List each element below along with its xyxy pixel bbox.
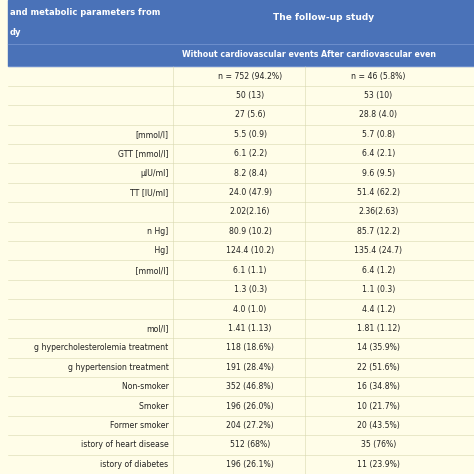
Text: TT [IU/ml]: TT [IU/ml] (130, 188, 168, 197)
Text: Non-smoker: Non-smoker (111, 382, 168, 391)
Text: 1.81 (1.12): 1.81 (1.12) (357, 324, 400, 333)
Text: dy: dy (10, 28, 21, 37)
Text: 80.9 (10.2): 80.9 (10.2) (228, 227, 272, 236)
Bar (8, 357, 474, 377)
Text: Smoker: Smoker (129, 401, 168, 410)
Text: 512 (68%): 512 (68%) (230, 440, 270, 449)
Bar (8, 299, 474, 319)
Text: 204 (27.2%): 204 (27.2%) (226, 421, 274, 430)
Text: 5.5 (0.9): 5.5 (0.9) (234, 130, 266, 139)
Bar (8, 241, 474, 261)
Text: n = 752 (94.2%): n = 752 (94.2%) (218, 72, 282, 81)
Text: 196 (26.0%): 196 (26.0%) (226, 401, 274, 410)
Text: [mmol/l]: [mmol/l] (136, 130, 168, 139)
Text: 22 (51.6%): 22 (51.6%) (357, 363, 400, 372)
Text: 35 (76%): 35 (76%) (361, 440, 396, 449)
Text: 53 (10): 53 (10) (365, 91, 392, 100)
Text: 85.7 (12.2): 85.7 (12.2) (357, 227, 400, 236)
Text: [mmol/l]: [mmol/l] (133, 266, 168, 274)
Text: n Hg]: n Hg] (147, 227, 168, 236)
Bar (8, 338, 474, 357)
Text: 27 (5.6): 27 (5.6) (235, 110, 265, 119)
Text: 50 (13): 50 (13) (236, 91, 264, 100)
Text: 1.1 (0.3): 1.1 (0.3) (362, 285, 395, 294)
Text: 24.0 (47.9): 24.0 (47.9) (228, 188, 272, 197)
Bar (8, 44, 474, 66)
Text: g hypertension treatment: g hypertension treatment (68, 363, 168, 372)
Text: 124.4 (10.2): 124.4 (10.2) (226, 246, 274, 255)
Text: The follow-up study: The follow-up study (273, 13, 374, 22)
Bar (8, 396, 474, 416)
Text: 9.6 (9.5): 9.6 (9.5) (362, 169, 395, 178)
Text: 6.4 (1.2): 6.4 (1.2) (362, 266, 395, 274)
Text: and metabolic parameters from: and metabolic parameters from (10, 8, 160, 17)
Bar (8, 183, 474, 202)
Text: 1.41 (1.13): 1.41 (1.13) (228, 324, 272, 333)
Bar (8, 319, 474, 338)
Text: g hypercholesterolemia treatment: g hypercholesterolemia treatment (34, 343, 168, 352)
Bar (8, 144, 474, 164)
Text: 4.4 (1.2): 4.4 (1.2) (362, 304, 395, 313)
Text: 11 (23.9%): 11 (23.9%) (357, 460, 400, 469)
Text: n = 46 (5.8%): n = 46 (5.8%) (351, 72, 406, 81)
Bar (8, 261, 474, 280)
Bar (8, 435, 474, 455)
Text: 118 (18.6%): 118 (18.6%) (226, 343, 274, 352)
Text: 4.0 (1.0): 4.0 (1.0) (234, 304, 267, 313)
Text: 191 (28.4%): 191 (28.4%) (226, 363, 274, 372)
Text: Hg]: Hg] (152, 246, 168, 255)
Text: Former smoker: Former smoker (100, 421, 168, 430)
Text: 135.4 (24.7): 135.4 (24.7) (355, 246, 402, 255)
Text: istory of heart disease: istory of heart disease (81, 440, 168, 449)
Text: 2.36(2.63): 2.36(2.63) (358, 208, 399, 217)
Text: mol/l]: mol/l] (146, 324, 168, 333)
Bar (8, 164, 474, 183)
Text: 5.7 (0.8): 5.7 (0.8) (362, 130, 395, 139)
Text: 196 (26.1%): 196 (26.1%) (226, 460, 274, 469)
Text: 28.8 (4.0): 28.8 (4.0) (359, 110, 397, 119)
Text: 6.4 (2.1): 6.4 (2.1) (362, 149, 395, 158)
Text: 14 (35.9%): 14 (35.9%) (357, 343, 400, 352)
Text: Without cardiovascular events: Without cardiovascular events (182, 51, 318, 59)
Text: 1.3 (0.3): 1.3 (0.3) (234, 285, 267, 294)
Bar (8, 105, 474, 125)
Text: 8.2 (8.4): 8.2 (8.4) (234, 169, 267, 178)
Text: 20 (43.5%): 20 (43.5%) (357, 421, 400, 430)
Text: 352 (46.8%): 352 (46.8%) (226, 382, 274, 391)
Bar (8, 222, 474, 241)
Text: 51.4 (62.2): 51.4 (62.2) (357, 188, 400, 197)
Text: 16 (34.8%): 16 (34.8%) (357, 382, 400, 391)
Bar (8, 66, 474, 86)
Bar (8, 377, 474, 396)
Text: 2.02(2.16): 2.02(2.16) (230, 208, 270, 217)
Bar (8, 202, 474, 222)
Text: istory of diabetes: istory of diabetes (100, 460, 168, 469)
Text: μIU/ml]: μIU/ml] (140, 169, 168, 178)
Bar (8, 125, 474, 144)
Bar (8, 416, 474, 435)
Text: 10 (21.7%): 10 (21.7%) (357, 401, 400, 410)
Text: 6.1 (1.1): 6.1 (1.1) (233, 266, 267, 274)
Text: After cardiovascular even: After cardiovascular even (321, 51, 436, 59)
Text: 6.1 (2.2): 6.1 (2.2) (234, 149, 267, 158)
Bar (8, 280, 474, 299)
Bar (8, 0, 474, 44)
Bar (8, 86, 474, 105)
Bar (8, 455, 474, 474)
Text: GTT [mmol/l]: GTT [mmol/l] (118, 149, 168, 158)
